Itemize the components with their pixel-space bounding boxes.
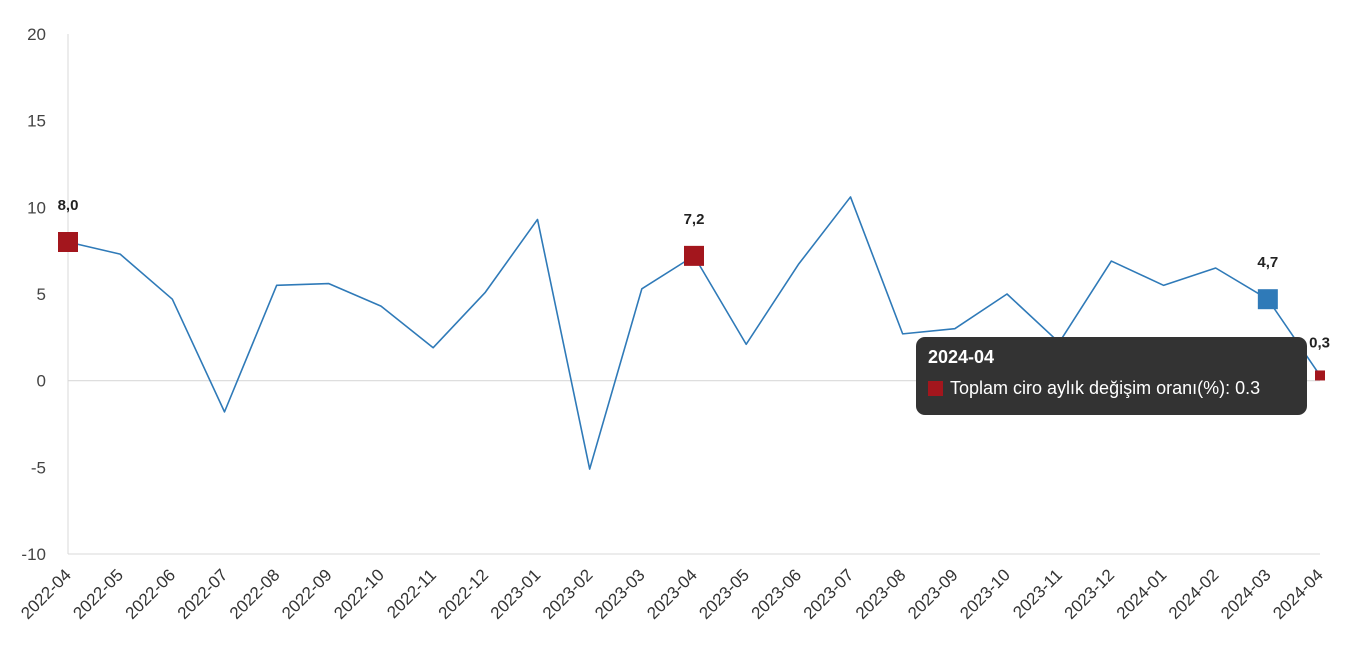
tooltip-series-text: Toplam ciro aylık değişim oranı(%): 0.3	[950, 378, 1261, 398]
tooltip-row: Toplam ciro aylık değişim oranı(%): 0.3	[928, 377, 1295, 399]
y-tick-label: 10	[27, 198, 46, 217]
series-line	[67, 196, 1321, 470]
x-tick-label: 2022-05	[69, 565, 127, 623]
x-tick-label: 2022-09	[278, 565, 336, 623]
x-tick-label: 2023-07	[800, 565, 858, 623]
x-tick-label: 2023-10	[956, 565, 1014, 623]
y-tick-label: 5	[37, 285, 46, 304]
x-tick-label: 2022-12	[435, 565, 493, 623]
y-tick-label: 20	[27, 25, 46, 44]
y-tick-label: -10	[21, 545, 46, 564]
x-tick-label: 2024-04	[1269, 565, 1327, 623]
x-tick-label: 2023-06	[748, 565, 806, 623]
x-tick-label: 2023-02	[539, 565, 597, 623]
x-tick-label: 2022-04	[17, 565, 75, 623]
x-tick-label: 2022-07	[174, 565, 232, 623]
y-tick-label: 15	[27, 112, 46, 131]
x-tick-label: 2024-01	[1113, 565, 1171, 623]
data-point-marker[interactable]	[1257, 289, 1278, 310]
data-label: 7,2	[684, 211, 705, 228]
x-tick-label: 2024-03	[1217, 565, 1275, 623]
x-tick-label: 2022-10	[330, 565, 388, 623]
x-tick-label: 2023-05	[695, 565, 753, 623]
data-label: 4,7	[1257, 254, 1278, 271]
y-tick-label: -5	[31, 458, 46, 477]
chart-tooltip: 2024-04 Toplam ciro aylık değişim oranı(…	[916, 337, 1307, 415]
axis-layer: 20151050-5-102022-042022-052022-062022-0…	[17, 25, 1327, 623]
x-tick-label: 2022-08	[226, 565, 284, 623]
marker-layer	[58, 232, 1325, 381]
x-tick-label: 2023-08	[852, 565, 910, 623]
x-tick-label: 2023-01	[487, 565, 545, 623]
tooltip-title: 2024-04	[928, 347, 995, 367]
x-tick-label: 2022-06	[122, 565, 180, 623]
tooltip-series-swatch	[928, 380, 943, 396]
x-tick-label: 2022-11	[383, 565, 440, 622]
x-tick-label: 2023-12	[1061, 565, 1119, 623]
data-point-marker[interactable]	[1315, 370, 1325, 381]
x-tick-label: 2024-02	[1165, 565, 1223, 623]
label-layer: 8,0 7,2 4,7 0,3	[58, 197, 1330, 351]
data-point-marker[interactable]	[684, 245, 704, 266]
x-tick-label: 2023-09	[904, 565, 962, 623]
x-tick-label: 2023-11	[1009, 565, 1066, 622]
data-point-marker[interactable]	[58, 232, 78, 252]
data-label: 8,0	[58, 197, 79, 214]
series-layer	[67, 196, 1321, 470]
x-tick-label: 2023-03	[591, 565, 649, 623]
y-tick-label: 0	[37, 372, 46, 391]
data-label: 0,3	[1309, 334, 1330, 351]
x-tick-label: 2023-04	[643, 565, 701, 623]
